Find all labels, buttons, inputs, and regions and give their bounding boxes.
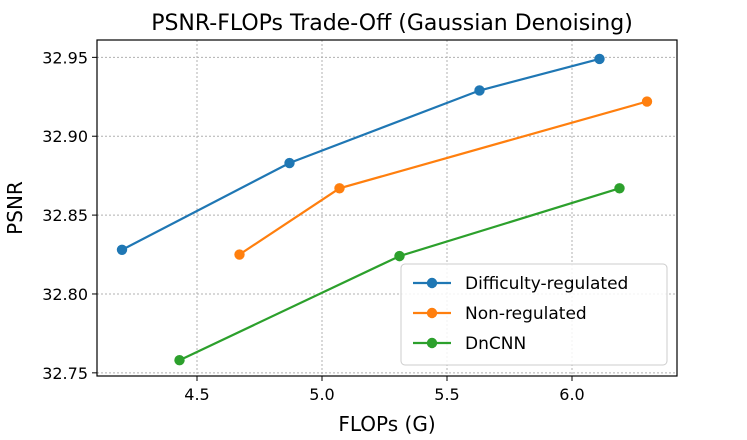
y-tick-label: 32.90 <box>42 127 88 146</box>
legend-label: Non-regulated <box>465 304 587 324</box>
data-point <box>474 85 485 96</box>
legend-label: Difficulty-regulated <box>465 274 628 294</box>
x-axis-label: FLOPs (G) <box>338 412 435 436</box>
legend: Difficulty-regulated Non-regulated DnCNN <box>400 263 668 366</box>
data-point <box>334 183 345 194</box>
series-2 <box>174 183 625 366</box>
data-point <box>284 157 295 169</box>
data-point <box>174 355 185 366</box>
legend-marker <box>426 337 438 349</box>
data-point <box>594 53 605 65</box>
series-1 <box>234 96 653 260</box>
legend-label: DnCNN <box>465 334 526 354</box>
series-0 <box>116 53 605 256</box>
data-point <box>234 249 245 260</box>
legend-marker <box>426 307 438 319</box>
y-tick-label: 32.75 <box>42 364 88 383</box>
ticks: 4.5 5.0 5.5 6.0 32.75 32.80 32.85 32.90 32.95 <box>42 48 585 404</box>
data-point <box>394 250 405 262</box>
series-line <box>121 57 600 251</box>
y-tick-label: 32.85 <box>42 206 88 225</box>
data-point <box>116 244 128 256</box>
plot-area-frame <box>96 39 678 377</box>
series-layer <box>116 53 653 366</box>
data-point <box>614 183 625 194</box>
x-tick-label: 5.5 <box>434 385 459 404</box>
legend-marker <box>426 277 438 289</box>
x-tick-label: 4.5 <box>184 385 209 404</box>
chart-title: PSNR-FLOPs Trade-Off (Gaussian Denoising… <box>151 11 633 36</box>
legend-box <box>400 263 668 366</box>
grid <box>97 40 677 376</box>
y-tick-label: 32.80 <box>42 285 88 304</box>
series-line <box>238 100 648 256</box>
y-axis-label: PSNR <box>3 181 27 235</box>
y-tick-label: 32.95 <box>42 48 88 67</box>
x-tick-label: 6.0 <box>559 385 584 404</box>
data-point <box>641 96 653 107</box>
x-tick-label: 5.0 <box>309 385 334 404</box>
